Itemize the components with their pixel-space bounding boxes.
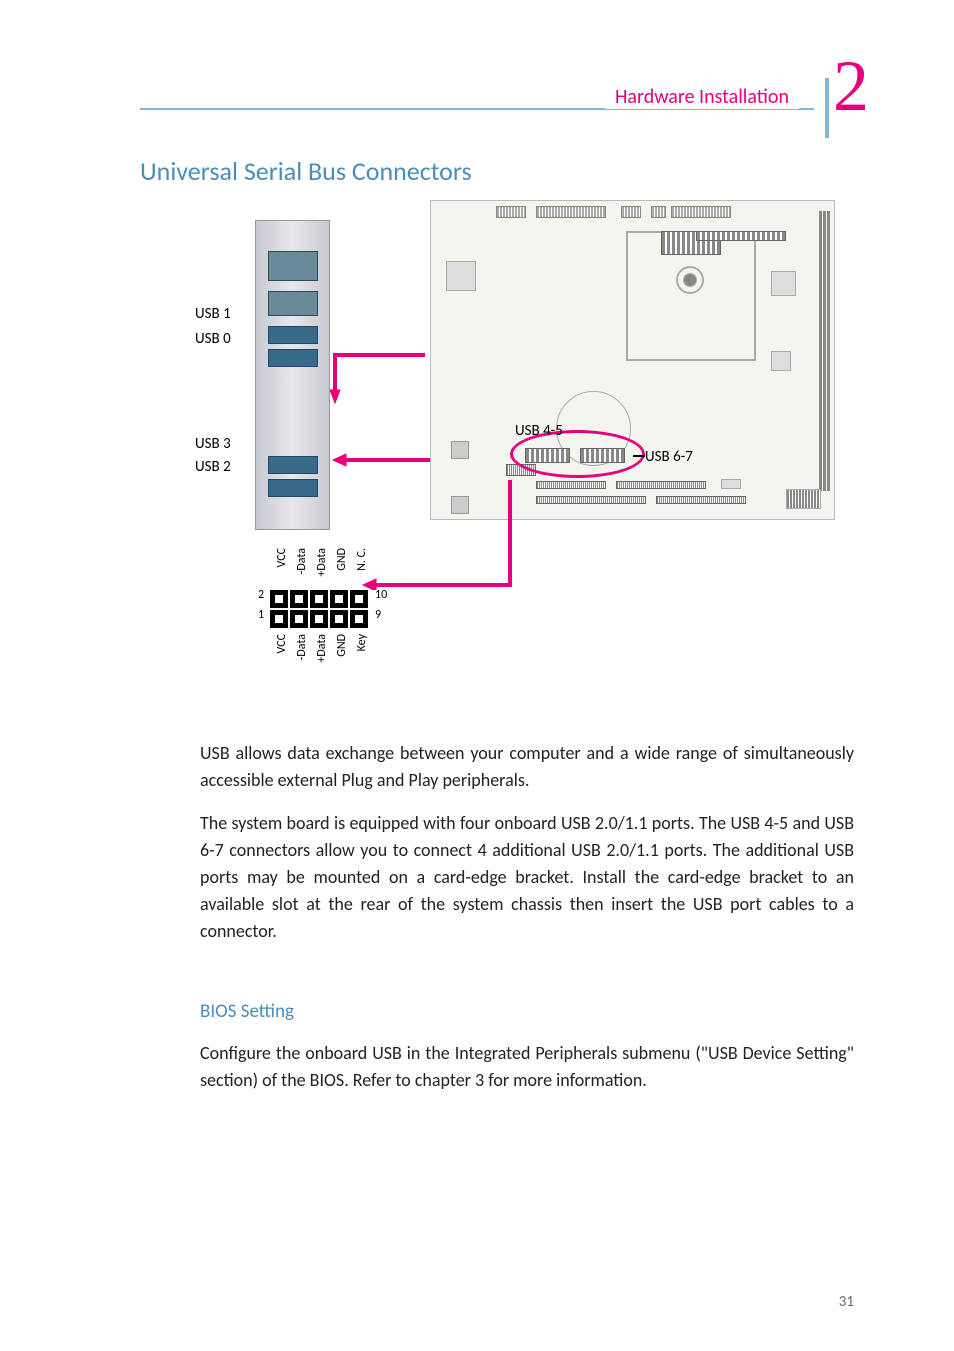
pin-label-bot-3: GND <box>335 634 349 657</box>
pin-label-top-2: +Data <box>315 548 329 577</box>
pinout-diagram: VCC -Data +Data GND N. C. 2 1 10 9 VCC -… <box>230 550 430 670</box>
label-usb3: USB 3 <box>195 435 231 453</box>
usb-diagram: USB 1 USB 0 USB 3 USB 2 <box>140 200 840 680</box>
chapter-number: 2 <box>833 45 869 128</box>
label-usb1: USB 1 <box>195 305 231 323</box>
pin-grid <box>270 590 368 628</box>
label-usb0: USB 0 <box>195 330 231 348</box>
io-panel-image <box>255 220 330 530</box>
pin-num-2: 2 <box>258 588 264 602</box>
bios-heading: BIOS Setting <box>200 1000 294 1023</box>
pin-label-top-1: -Data <box>295 548 309 574</box>
header-title: Hardware Installation <box>605 85 799 109</box>
label-usb2: USB 2 <box>195 458 231 476</box>
paragraph-2: The system board is equipped with four o… <box>200 810 854 945</box>
arrow-usb23 <box>330 450 440 470</box>
pin-num-9: 9 <box>375 608 381 622</box>
pin-label-top-3: GND <box>335 548 349 571</box>
section-title: Universal Serial Bus Connectors <box>140 155 472 187</box>
pin-label-bot-2: +Data <box>315 634 329 663</box>
paragraph-3: Configure the onboard USB in the Integra… <box>200 1040 854 1094</box>
pin-num-1: 1 <box>258 608 264 622</box>
pin-num-10: 10 <box>375 588 387 602</box>
label-usb67: USB 6-7 <box>645 448 693 466</box>
arrow-usb01 <box>330 345 440 405</box>
pin-label-top-4: N. C. <box>355 548 369 571</box>
pin-label-bot-0: VCC <box>275 634 289 654</box>
pin-label-top-0: VCC <box>275 548 289 568</box>
page-number: 31 <box>839 1293 854 1311</box>
pin-label-bot-1: -Data <box>295 634 309 660</box>
paragraph-1: USB allows data exchange between your co… <box>200 740 854 794</box>
label-usb45: USB 4-5 <box>515 422 563 440</box>
pin-label-bot-4: Key <box>355 634 369 651</box>
